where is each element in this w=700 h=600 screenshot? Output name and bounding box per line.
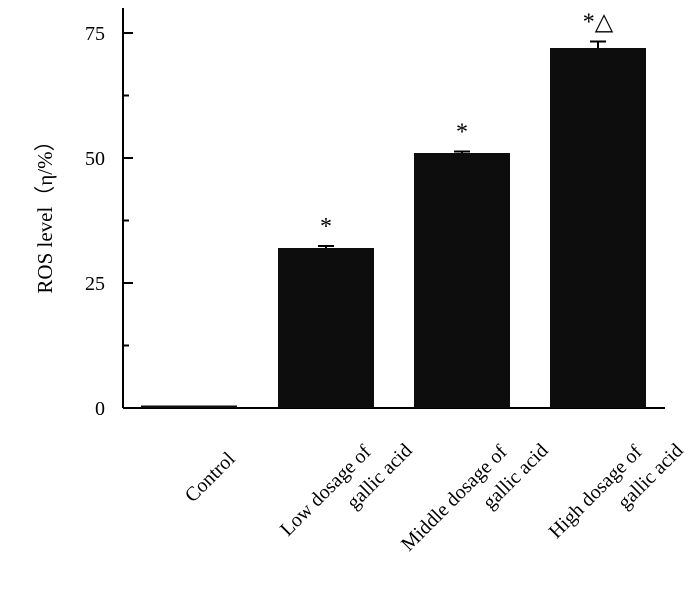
bar [278,248,374,408]
significance-marker: *△ [583,10,614,36]
y-tick-label: 50 [85,148,105,170]
significance-marker: * [320,214,332,240]
y-axis-label: ROS level（η/%） [33,130,57,293]
y-ticks: 0 25 50 75 [85,23,133,420]
x-tick-label: Low dosage ofgallic acid [276,420,417,561]
bars [141,48,646,408]
bar [141,405,237,408]
significance-annotations: * * *△ [320,10,614,241]
significance-marker: * [456,120,468,146]
bar [550,48,646,408]
y-tick-label: 25 [85,273,105,295]
x-tick-label: High dosage ofgallic acid [545,420,688,563]
x-tick-label: Control [181,448,240,507]
bar [414,153,510,408]
x-tick-label: Middle dosage ofgallic acid [397,420,553,576]
error-bars [318,40,606,248]
y-tick-label: 75 [85,23,105,45]
y-tick-label: 0 [95,398,105,420]
